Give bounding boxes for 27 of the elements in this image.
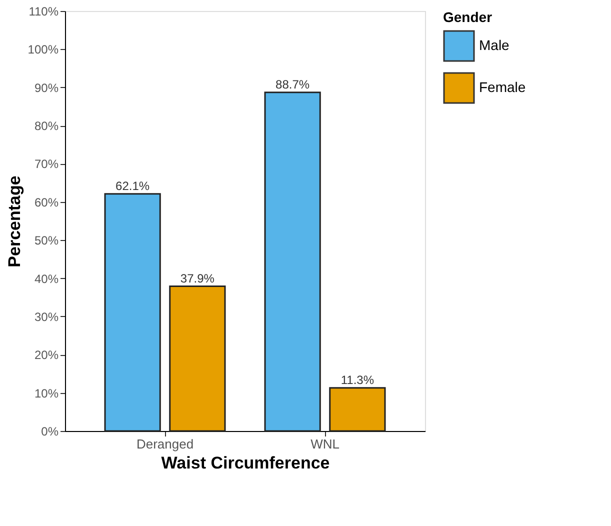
y-tick-label: 110%: [28, 4, 59, 18]
y-tick-label: 80%: [34, 119, 59, 134]
bar: [169, 286, 226, 432]
y-tick-label: 50%: [34, 234, 59, 248]
y-tick-label: 60%: [34, 195, 59, 210]
data-label: 88.7%: [276, 77, 310, 92]
data-label: 11.3%: [340, 372, 374, 387]
legend-label: Female: [479, 79, 526, 95]
y-tick-label: 90%: [34, 80, 59, 95]
x-tick-label: WNL: [310, 436, 340, 452]
y-tick-label: 0%: [41, 424, 59, 438]
bar: [329, 387, 386, 432]
x-tick-label: Deranged: [136, 436, 194, 452]
y-tick-label: 10%: [34, 386, 59, 400]
data-label: 37.9%: [180, 271, 215, 286]
y-tick-label: 30%: [34, 310, 59, 324]
y-tick-label: 20%: [34, 348, 59, 362]
data-label: 62.1%: [116, 178, 150, 193]
bar: [104, 193, 161, 432]
x-axis-title: Waist Circumference: [161, 454, 330, 472]
y-axis-title: Percentage: [4, 176, 24, 268]
legend-label: Male: [479, 37, 510, 53]
bar: [264, 92, 321, 432]
y-tick-label: 40%: [34, 272, 59, 286]
y-tick-label: 100%: [28, 42, 59, 57]
y-tick-label: 70%: [34, 157, 59, 172]
legend-title: Gender: [443, 9, 493, 25]
